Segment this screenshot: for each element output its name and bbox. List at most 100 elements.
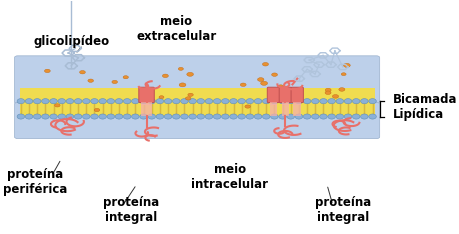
Circle shape <box>272 73 278 76</box>
Bar <box>293 114 301 117</box>
Circle shape <box>278 85 284 88</box>
Ellipse shape <box>115 114 123 119</box>
Ellipse shape <box>99 99 106 104</box>
Bar <box>281 114 289 117</box>
Ellipse shape <box>148 114 156 119</box>
Circle shape <box>245 105 251 108</box>
Ellipse shape <box>173 99 180 104</box>
FancyBboxPatch shape <box>139 87 154 102</box>
Ellipse shape <box>107 114 115 119</box>
Ellipse shape <box>66 114 74 119</box>
Circle shape <box>45 69 50 73</box>
Circle shape <box>339 88 345 91</box>
Ellipse shape <box>312 99 319 104</box>
Ellipse shape <box>17 99 25 104</box>
Ellipse shape <box>271 114 278 119</box>
Bar <box>270 102 277 105</box>
Bar <box>141 108 152 110</box>
Ellipse shape <box>336 114 344 119</box>
Ellipse shape <box>213 99 221 104</box>
Ellipse shape <box>181 114 188 119</box>
Circle shape <box>332 95 339 98</box>
Bar <box>141 110 152 113</box>
Ellipse shape <box>99 114 106 119</box>
Circle shape <box>94 108 100 112</box>
Ellipse shape <box>254 114 262 119</box>
Ellipse shape <box>42 99 49 104</box>
Bar <box>293 106 301 109</box>
Ellipse shape <box>156 99 164 104</box>
Bar <box>141 104 152 106</box>
Ellipse shape <box>132 114 139 119</box>
Ellipse shape <box>91 114 98 119</box>
Bar <box>270 108 277 110</box>
Ellipse shape <box>123 114 131 119</box>
Text: glicolipídeo: glicolipídeo <box>33 35 109 48</box>
Circle shape <box>241 83 246 86</box>
Bar <box>293 102 301 105</box>
Circle shape <box>179 83 186 87</box>
Circle shape <box>55 104 60 107</box>
Ellipse shape <box>189 99 196 104</box>
Circle shape <box>162 74 168 78</box>
Ellipse shape <box>279 114 286 119</box>
Ellipse shape <box>74 114 82 119</box>
Bar <box>270 114 277 117</box>
Ellipse shape <box>222 114 229 119</box>
Bar <box>293 112 301 114</box>
Ellipse shape <box>254 99 262 104</box>
Ellipse shape <box>58 99 66 104</box>
Text: meio
extracelular: meio extracelular <box>136 15 216 43</box>
Circle shape <box>188 93 193 96</box>
Bar <box>281 104 289 106</box>
Ellipse shape <box>238 114 246 119</box>
Bar <box>141 102 152 105</box>
Ellipse shape <box>156 114 164 119</box>
Ellipse shape <box>132 99 139 104</box>
Ellipse shape <box>66 99 74 104</box>
Ellipse shape <box>91 99 98 104</box>
Ellipse shape <box>246 99 254 104</box>
Ellipse shape <box>83 99 90 104</box>
Ellipse shape <box>140 114 147 119</box>
Ellipse shape <box>140 99 147 104</box>
Ellipse shape <box>230 114 237 119</box>
Circle shape <box>263 62 269 66</box>
Text: proteína
integral: proteína integral <box>315 196 371 224</box>
Ellipse shape <box>353 99 360 104</box>
Bar <box>281 108 289 110</box>
Circle shape <box>185 97 191 100</box>
Ellipse shape <box>173 114 180 119</box>
Ellipse shape <box>295 114 303 119</box>
Ellipse shape <box>222 99 229 104</box>
Ellipse shape <box>238 99 246 104</box>
Text: proteína
periférica: proteína periférica <box>3 168 68 196</box>
Bar <box>141 114 152 117</box>
Ellipse shape <box>361 114 368 119</box>
Ellipse shape <box>328 114 336 119</box>
Ellipse shape <box>115 99 123 104</box>
Bar <box>281 110 289 113</box>
FancyBboxPatch shape <box>15 56 380 104</box>
Ellipse shape <box>25 99 33 104</box>
Ellipse shape <box>17 114 25 119</box>
Ellipse shape <box>336 99 344 104</box>
Bar <box>141 106 152 109</box>
FancyBboxPatch shape <box>279 87 291 102</box>
Bar <box>293 110 301 113</box>
Ellipse shape <box>344 99 352 104</box>
Ellipse shape <box>230 99 237 104</box>
Ellipse shape <box>279 99 286 104</box>
Text: proteína
integral: proteína integral <box>102 196 159 224</box>
Text: Bicamada
Lipídica: Bicamada Lipídica <box>392 92 457 121</box>
Circle shape <box>341 73 346 76</box>
FancyBboxPatch shape <box>291 87 303 102</box>
Circle shape <box>261 81 268 85</box>
Ellipse shape <box>50 99 57 104</box>
Ellipse shape <box>312 114 319 119</box>
Ellipse shape <box>361 99 368 104</box>
Ellipse shape <box>107 99 115 104</box>
FancyBboxPatch shape <box>15 102 380 139</box>
Ellipse shape <box>271 99 278 104</box>
Ellipse shape <box>42 114 49 119</box>
